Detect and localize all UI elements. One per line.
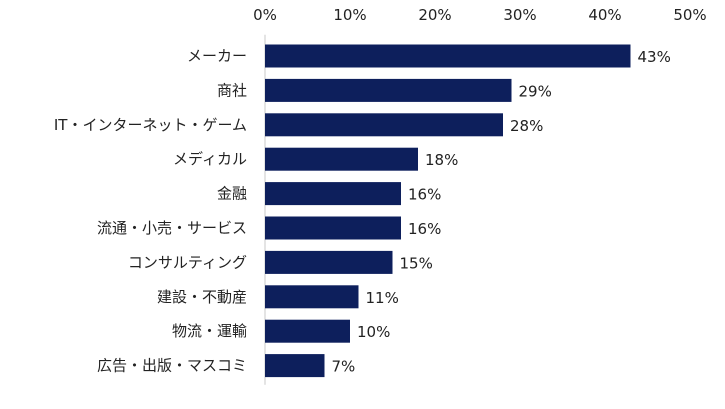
value-label: 16% — [408, 186, 441, 204]
value-label: 29% — [519, 82, 552, 100]
category-label: IT・インターネット・ゲーム — [54, 116, 247, 134]
category-label: 商社 — [217, 81, 247, 99]
x-tick-label: 30% — [503, 6, 536, 24]
value-label: 15% — [400, 254, 433, 272]
x-tick-label: 50% — [673, 6, 706, 24]
category-label: メディカル — [173, 150, 247, 168]
bar — [265, 250, 393, 274]
value-label: 10% — [357, 323, 390, 341]
bar — [265, 182, 401, 206]
category-label: メーカー — [187, 47, 247, 65]
bar — [265, 44, 631, 68]
x-tick-label: 10% — [333, 6, 366, 24]
value-label: 16% — [408, 220, 441, 238]
category-label: 金融 — [217, 185, 247, 203]
category-label: 流通・小売・サービス — [97, 219, 247, 237]
x-tick-label: 0% — [253, 6, 277, 24]
bar — [265, 319, 350, 343]
bar — [265, 354, 325, 378]
value-label: 7% — [332, 358, 356, 376]
bar — [265, 216, 401, 240]
bar — [265, 147, 418, 171]
value-label: 43% — [638, 48, 671, 66]
x-tick-label: 40% — [588, 6, 621, 24]
bar — [265, 113, 503, 137]
category-label: 建設・不動産 — [157, 288, 247, 306]
value-label: 28% — [510, 117, 543, 135]
x-tick-label: 20% — [418, 6, 451, 24]
category-label: 物流・運輸 — [172, 322, 247, 340]
category-label: コンサルティング — [128, 253, 247, 271]
x-axis-ticks: 0% 10% 20% 30% 40% 50% — [253, 6, 707, 24]
value-labels: 43% 29% 28% 18% 16% 16% 15%11% 10%7% — [332, 48, 671, 376]
bar — [265, 78, 512, 102]
category-label: 広告・出版・マスコミ — [97, 357, 247, 375]
bar — [265, 285, 359, 309]
value-label: 18% — [425, 151, 458, 169]
bars — [265, 44, 631, 378]
value-label: 11% — [366, 289, 399, 307]
